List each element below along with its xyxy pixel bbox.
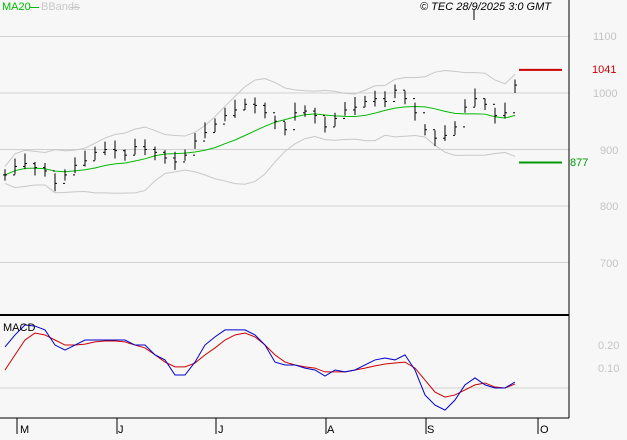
x-label: M [20,424,30,436]
y-tick-label: 800 [600,201,619,213]
macd-title: MACD [3,322,36,334]
y-tick-label: 1100 [593,31,617,43]
legend-ma20: MA20 [2,1,31,13]
x-label: S [427,424,435,436]
bband-lower [4,134,516,194]
x-label: J [218,424,224,436]
x-label: O [540,424,549,436]
legend-ma20-swatch [30,7,39,8]
ma20-line [4,106,516,176]
y-tick-label: 700 [600,258,619,270]
macd-signal-line [4,332,516,398]
macd-tick-label: 0.20 [598,340,620,352]
y-tick-label: 900 [600,145,619,157]
x-label: J [118,424,124,436]
y-tick-label: 1000 [593,88,618,100]
macd-tick-label: 0.10 [598,363,620,375]
legend-bbands-swatch [70,7,80,8]
macd-line [4,324,516,411]
legend-bbands: BBands [41,1,80,13]
x-label: A [327,424,335,436]
resistance-label: 1041 [592,64,617,76]
copyright: © TEC 28/9/2025 3:0 GMT [420,1,551,13]
support-label: 877 [570,157,589,169]
bband-upper [4,70,516,167]
